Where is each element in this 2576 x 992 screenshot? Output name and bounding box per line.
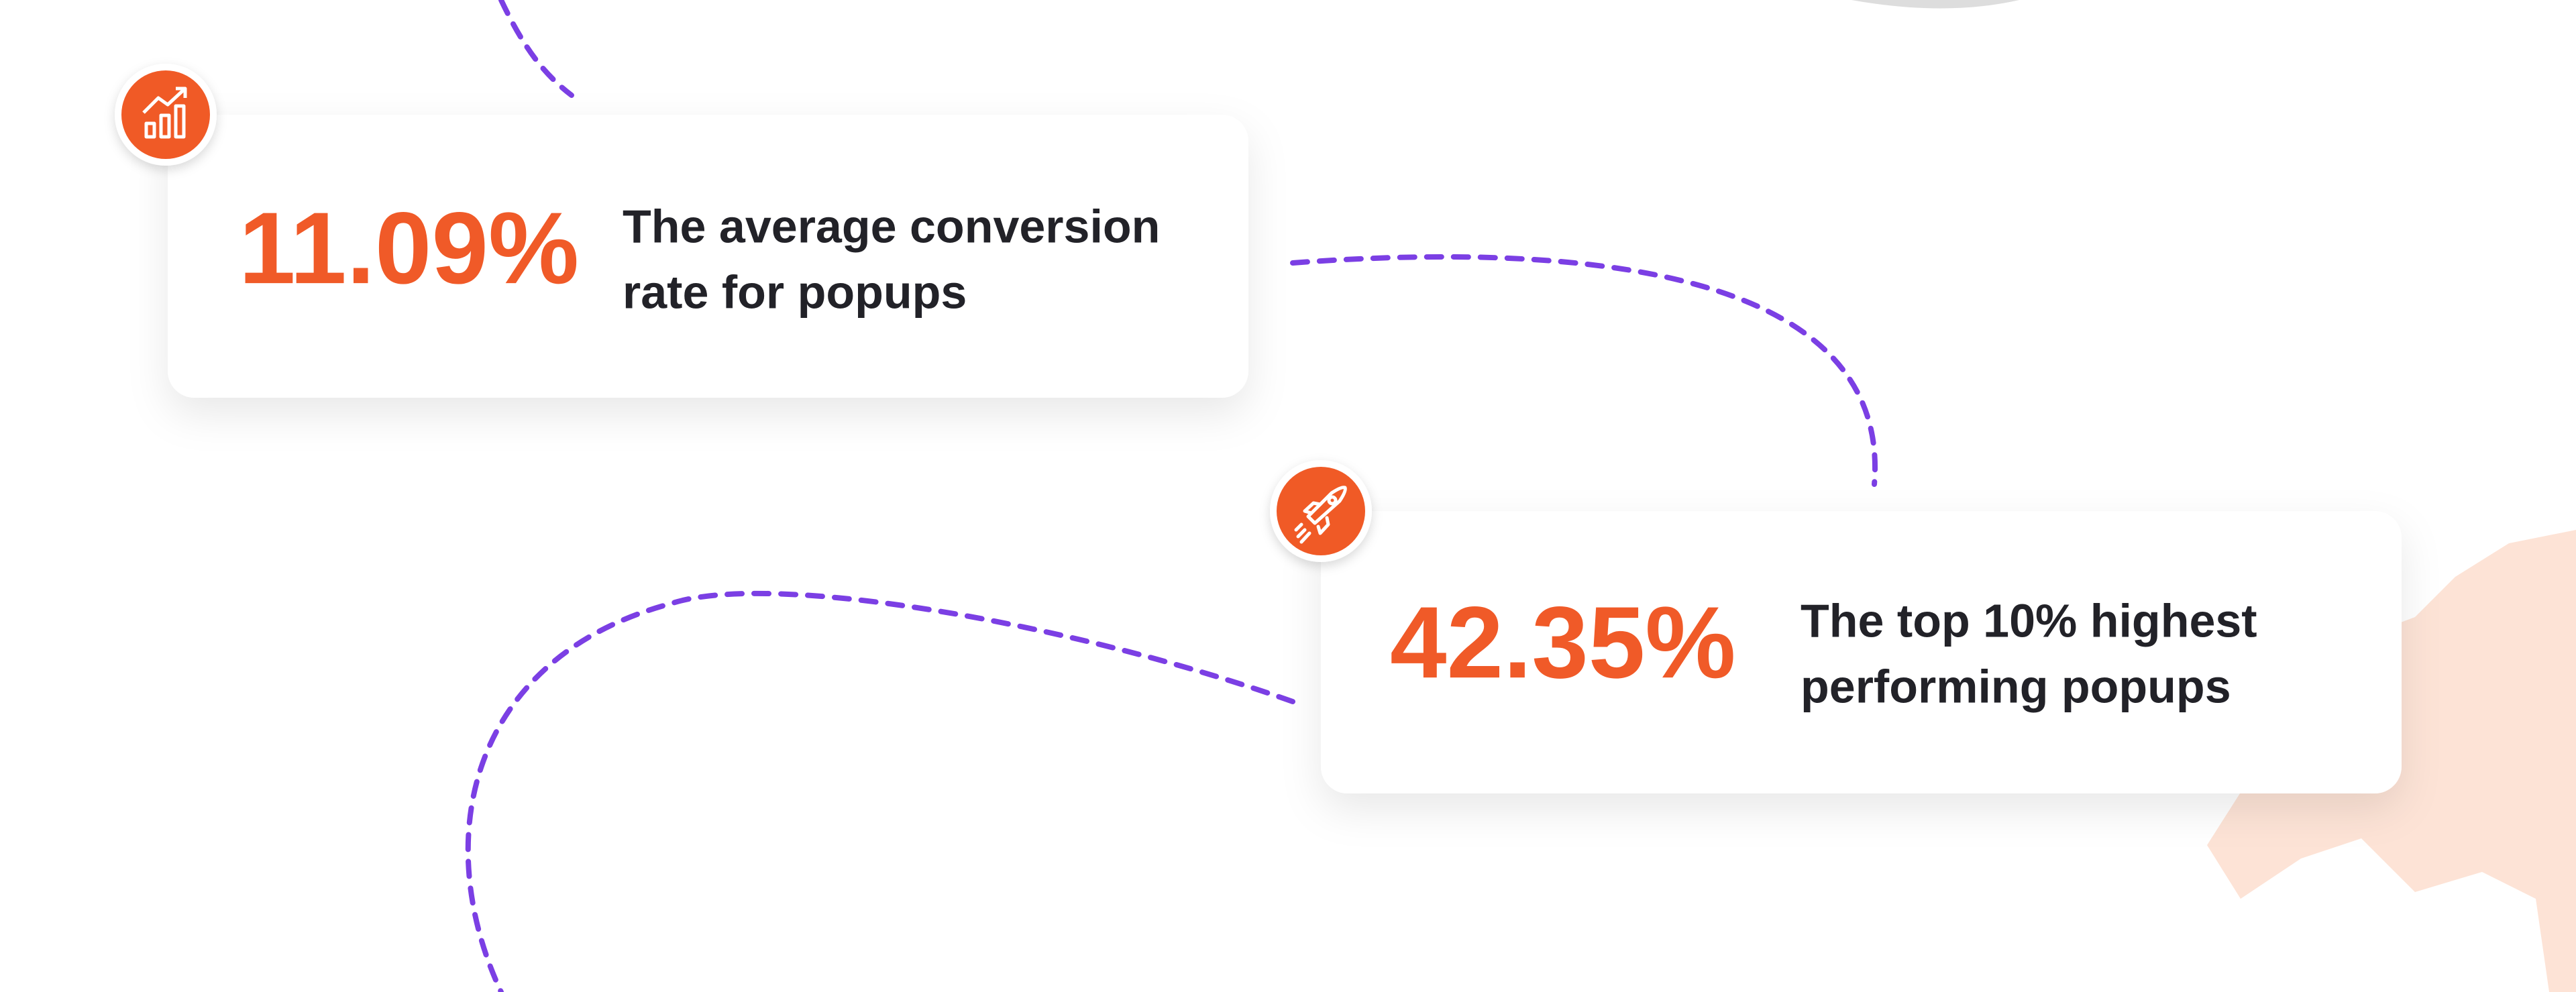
description-line: The top 10% highest: [1801, 594, 2257, 647]
icon-badge: [1270, 460, 1372, 562]
stat-value: 42.35%: [1390, 586, 1736, 700]
dashed-path: [465, 590, 1295, 992]
card: [1321, 511, 2402, 793]
dashed-path: [1290, 254, 1878, 487]
decor-arc: [1851, 0, 2019, 9]
stat-value: 11.09%: [239, 191, 579, 305]
card: [168, 115, 1248, 398]
dashed-path: [498, 0, 574, 98]
icon-badge: [115, 64, 217, 166]
description-line: performing popups: [1801, 660, 2231, 712]
description-line: rate for popups: [623, 266, 967, 318]
description-line: The average conversion: [623, 200, 1160, 252]
